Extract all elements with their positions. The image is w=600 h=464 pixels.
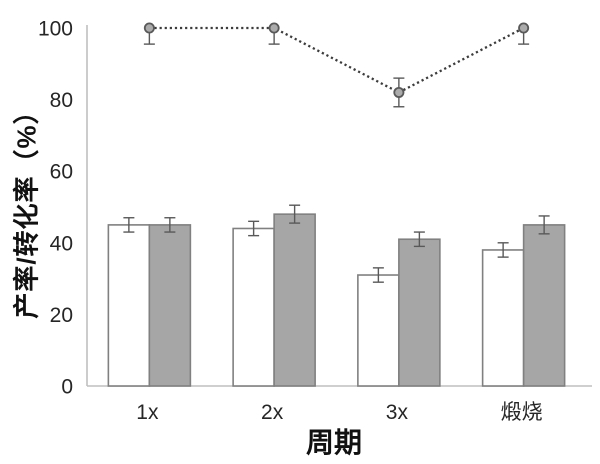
line-series-dotted-line xyxy=(143,22,530,108)
x-category-label: 1x xyxy=(136,401,159,424)
bar xyxy=(522,224,566,387)
line-marker xyxy=(143,22,155,34)
bar xyxy=(232,227,275,387)
dotted-trend-line xyxy=(149,26,525,94)
line-marker xyxy=(268,22,280,34)
bar-series-white-bars xyxy=(107,217,525,387)
y-tick-label: 100 xyxy=(38,18,73,41)
x-category-labels: 1x 2x 3x 煅烧 xyxy=(136,401,542,424)
x-axis-title: 周期 xyxy=(305,427,363,458)
y-tick-label: 60 xyxy=(50,161,73,184)
bar xyxy=(107,224,151,387)
y-tick-label: 80 xyxy=(50,89,73,112)
bar xyxy=(398,238,441,387)
y-tick-label: 20 xyxy=(50,304,73,327)
bar xyxy=(357,274,400,387)
line-marker xyxy=(393,86,405,98)
y-axis-title: 产率/转化率（%） xyxy=(11,97,42,319)
line-marker xyxy=(518,22,530,34)
x-category-label: 3x xyxy=(386,401,409,424)
bar xyxy=(481,249,525,387)
y-tick-label: 0 xyxy=(61,376,73,399)
y-tick-labels: 0 20 40 60 80 100 xyxy=(38,18,73,399)
bar xyxy=(148,224,192,387)
bar-series-gray-bars xyxy=(148,204,566,387)
x-category-label: 煅烧 xyxy=(501,401,543,424)
x-category-label: 2x xyxy=(261,401,284,424)
y-tick-label: 40 xyxy=(50,232,73,255)
bar xyxy=(273,213,316,387)
